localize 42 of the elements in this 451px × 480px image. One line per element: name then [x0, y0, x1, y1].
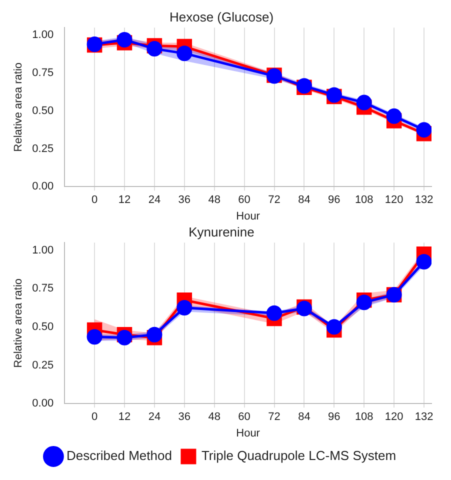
legend-label: Triple Quadrupole LC-MS System [201, 448, 396, 464]
chart-title: Kynurenine [188, 224, 254, 240]
x-tick-label: 84 [298, 411, 310, 424]
x-tick-label: 0 [91, 411, 98, 424]
x-tick-label: 96 [328, 194, 340, 206]
x-tick-label: 132 [414, 411, 434, 424]
x-axis-title: Hour [236, 427, 260, 440]
y-tick-label: 0.75 [32, 67, 54, 80]
x-tick-label: 108 [354, 194, 374, 206]
y-tick-label: 0.50 [32, 320, 54, 333]
x-tick-label: 12 [118, 411, 131, 424]
x-tick-label: 120 [384, 411, 404, 424]
y-tick-label: 0.75 [32, 282, 54, 295]
x-tick-label: 12 [118, 194, 131, 206]
x-tick-label: 48 [208, 194, 220, 206]
x-tick-label: 60 [238, 411, 250, 424]
x-tick-label: 48 [208, 411, 220, 424]
x-tick-label: 36 [178, 411, 191, 424]
x-tick-label: 132 [414, 194, 434, 206]
legend-label: Described Method [66, 448, 172, 464]
x-tick-label: 72 [268, 411, 280, 424]
x-tick-label: 24 [148, 194, 161, 206]
x-tick-label: 108 [354, 411, 374, 424]
chart-title: Hexose (Glucose) [169, 9, 274, 24]
x-tick-label: 84 [298, 194, 310, 206]
y-tick-label: 0.25 [32, 142, 54, 155]
y-tick-label: 0.00 [32, 180, 54, 193]
x-tick-label: 96 [328, 411, 340, 424]
x-tick-label: 72 [268, 194, 280, 206]
y-tick-label: 0.50 [32, 104, 54, 117]
y-tick-label: 0.25 [32, 359, 54, 372]
x-tick-label: 0 [91, 194, 98, 206]
y-tick-label: 0.00 [32, 398, 54, 410]
x-tick-label: 60 [238, 194, 250, 206]
y-tick-label: 1.00 [32, 244, 54, 256]
x-tick-label: 120 [384, 194, 404, 206]
y-axis-title: Relative area ratio [12, 278, 25, 368]
x-tick-label: 36 [178, 194, 191, 206]
x-axis-title: Hour [236, 210, 260, 222]
y-axis-title: Relative area ratio [12, 62, 25, 152]
x-tick-label: 24 [148, 411, 161, 424]
y-tick-label: 1.00 [32, 29, 54, 42]
